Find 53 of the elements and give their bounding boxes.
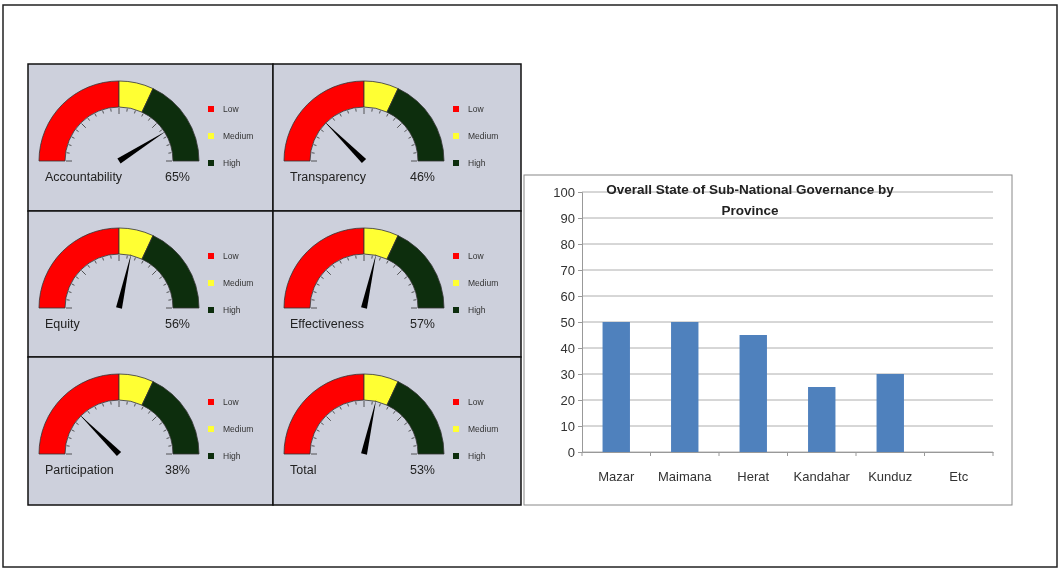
text: 53% bbox=[409, 463, 435, 477]
legend-label: Medium bbox=[223, 278, 254, 288]
legend-label: Low bbox=[468, 104, 485, 114]
legend-label: High bbox=[468, 451, 486, 461]
y-tick-label: 10 bbox=[560, 418, 575, 434]
bar bbox=[739, 335, 767, 452]
legend-label: High bbox=[468, 305, 486, 315]
y-tick-label: 50 bbox=[560, 314, 575, 330]
x-tick-label: Herat bbox=[737, 469, 770, 485]
y-tick-label: 40 bbox=[560, 340, 575, 356]
text: 57% bbox=[409, 317, 435, 331]
y-tick-label: 70 bbox=[560, 262, 575, 278]
legend-label: Low bbox=[468, 251, 485, 261]
legend-label: High bbox=[468, 158, 486, 168]
legend-label: Low bbox=[223, 251, 240, 261]
x-tick-label: Etc bbox=[949, 469, 969, 485]
legend-label: Medium bbox=[223, 424, 254, 434]
x-tick-label: Kunduz bbox=[868, 469, 913, 485]
bar bbox=[808, 387, 836, 452]
text: 46% bbox=[409, 170, 435, 184]
legend-label: Low bbox=[468, 397, 485, 407]
y-tick-label: 80 bbox=[560, 236, 575, 252]
text: Accountability bbox=[45, 170, 123, 184]
legend-label: Low bbox=[223, 104, 240, 114]
text: Total bbox=[290, 463, 317, 477]
legend-label: Medium bbox=[468, 131, 499, 141]
text: 65% bbox=[164, 170, 190, 184]
legend-label: High bbox=[223, 305, 241, 315]
bar bbox=[876, 374, 904, 452]
y-tick-label: 0 bbox=[567, 444, 575, 460]
bar bbox=[671, 322, 699, 452]
legend-label: Low bbox=[223, 397, 240, 407]
chart-title: Overall State of Sub-National Governance by Province bbox=[606, 182, 895, 218]
y-tick-label: 30 bbox=[560, 366, 575, 382]
x-tick-label: Maimana bbox=[658, 469, 713, 485]
text: 38% bbox=[164, 463, 190, 477]
legend-label: Medium bbox=[468, 424, 499, 434]
text: Transparency bbox=[290, 170, 367, 184]
y-tick-label: 90 bbox=[560, 210, 575, 226]
bar bbox=[602, 322, 630, 452]
y-tick-label: 60 bbox=[560, 288, 575, 304]
x-tick-label: Mazar bbox=[598, 469, 635, 485]
text: 56% bbox=[164, 317, 190, 331]
text: Effectiveness bbox=[290, 317, 365, 331]
legend-label: Medium bbox=[468, 278, 499, 288]
x-tick-label: Kandahar bbox=[793, 469, 851, 485]
y-tick-label: 100 bbox=[553, 184, 575, 200]
legend-label: High bbox=[223, 158, 241, 168]
text: Participation bbox=[45, 463, 114, 477]
legend-label: Medium bbox=[223, 131, 254, 141]
y-tick-label: 20 bbox=[560, 392, 575, 408]
text: Equity bbox=[45, 317, 81, 331]
legend-label: High bbox=[223, 451, 241, 461]
